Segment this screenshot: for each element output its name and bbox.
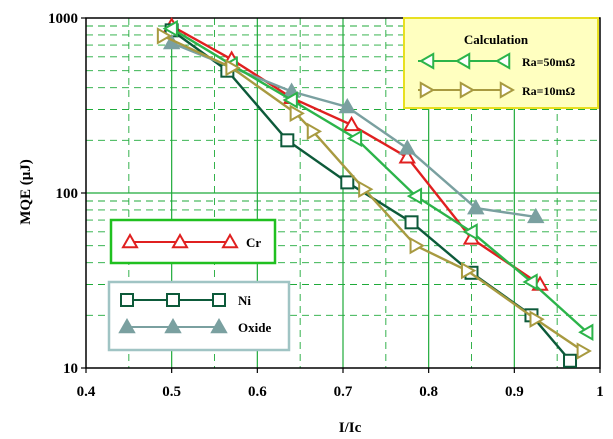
- data-point-ra50m: [578, 323, 594, 342]
- x-tick-label: 0.7: [334, 384, 353, 400]
- data-point-ra50m: [346, 129, 363, 148]
- legend-marker: [418, 52, 435, 70]
- data-point-ra10m: [225, 58, 241, 77]
- legend-marker: [459, 81, 476, 99]
- data-point-ra50m: [522, 273, 538, 291]
- x-tick-label: 0.8: [419, 384, 438, 400]
- data-point-ra10m: [576, 342, 592, 360]
- x-tick-label: 1: [596, 384, 604, 400]
- data-point-ra50m: [406, 187, 423, 205]
- legend-marker: [171, 232, 189, 249]
- legend-marker: [494, 52, 511, 70]
- data-point-ra10m: [460, 261, 477, 280]
- series-layer: [156, 16, 594, 368]
- legend-ra50-label: Ra=50mΩ: [522, 55, 576, 69]
- data-point-ra10m: [289, 104, 305, 123]
- y-tick-label: 100: [56, 186, 79, 202]
- data-point-ni: [563, 353, 578, 368]
- data-point-oxide: [467, 199, 485, 215]
- legend-ra10-label: Ra=10mΩ: [522, 84, 576, 98]
- legend-calculation-title: Calculation: [464, 32, 529, 47]
- data-point-ra10m: [358, 180, 374, 199]
- legend-cr: Cr: [109, 218, 277, 265]
- legend-marker: [499, 81, 516, 99]
- series-ra50m: [162, 19, 594, 342]
- series-ra10m: [156, 27, 592, 360]
- series-line-oxide: [171, 41, 536, 219]
- x-axis-label: I/Ic: [339, 420, 362, 436]
- legend-ni-oxide-box: [107, 280, 291, 352]
- data-point-ra10m: [156, 27, 173, 45]
- data-point-ra50m: [162, 19, 178, 38]
- data-point-oxide: [398, 139, 416, 155]
- legend-marker: [210, 317, 228, 334]
- legend-marker: [120, 293, 134, 307]
- series-line-ra50m: [171, 27, 588, 334]
- data-point-cr: [342, 115, 361, 132]
- legend-marker: [166, 293, 180, 307]
- data-point-ni: [280, 133, 295, 148]
- legend-ra50-markers: [418, 52, 511, 70]
- legend-oxide-label: Oxide: [238, 320, 271, 335]
- y-axis-label: MQE (μJ): [18, 159, 34, 225]
- legend-marker: [121, 232, 139, 249]
- data-point-ra10m: [529, 310, 545, 328]
- x-tick-label: 0.4: [77, 384, 96, 400]
- legend-ra10-markers: [419, 81, 516, 99]
- data-point-oxide: [338, 97, 357, 114]
- legend-cr-markers: [121, 232, 239, 249]
- legend-ni-oxide: Ni Oxide: [107, 280, 291, 352]
- axis-ticks: 0.4 0.5 0.6 0.7 0.8 0.9 1 10 100 1000: [48, 11, 604, 400]
- legend-marker: [419, 81, 436, 99]
- legend-marker: [118, 317, 136, 334]
- data-point-ra50m: [462, 223, 478, 241]
- legend-oxide-markers: [118, 317, 228, 334]
- legend-marker: [221, 232, 239, 249]
- data-point-ni: [404, 215, 419, 230]
- legend-ni-label: Ni: [238, 293, 251, 308]
- data-point-oxide: [527, 207, 545, 224]
- legend-marker: [164, 317, 182, 334]
- data-point-ra10m: [409, 236, 425, 255]
- legend-marker: [454, 52, 471, 70]
- legend-cr-label: Cr: [246, 235, 261, 250]
- x-tick-label: 0.6: [248, 384, 267, 400]
- legend-calculation: Calculation Ra=50mΩ Ra=10mΩ: [403, 17, 599, 109]
- x-tick-label: 0.9: [505, 384, 524, 400]
- data-point-ra10m: [306, 122, 323, 141]
- legend-ni-markers: [120, 293, 226, 307]
- legend-marker: [212, 293, 226, 307]
- data-point-ra50m: [282, 91, 298, 109]
- y-tick-label: 10: [63, 361, 78, 377]
- data-point-cr: [398, 148, 416, 164]
- y-tick-label: 1000: [48, 11, 78, 27]
- x-tick-label: 0.5: [162, 384, 181, 400]
- data-point-ni: [340, 175, 355, 190]
